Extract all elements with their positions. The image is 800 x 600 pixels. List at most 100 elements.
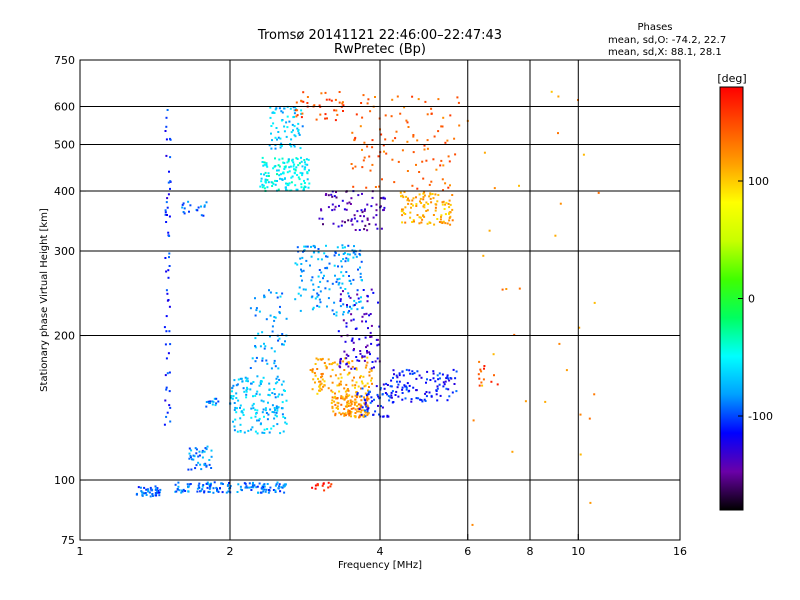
scatter-point [297, 292, 300, 295]
scatter-point [298, 286, 301, 289]
scatter-point [293, 163, 296, 166]
scatter-point [411, 373, 414, 375]
scatter-point [207, 490, 210, 493]
x-tick-label: 16 [673, 545, 687, 558]
scatter-point [410, 400, 413, 403]
scatter-point [198, 486, 201, 489]
scatter-point [284, 390, 286, 392]
scatter-point [252, 407, 255, 410]
scatter-point [448, 379, 451, 382]
scatter-point [350, 307, 353, 310]
scatter-point [308, 169, 310, 172]
scatter-point [263, 432, 266, 434]
scatter-point [371, 382, 373, 385]
scatter-point [430, 201, 433, 204]
scatter-point [168, 404, 171, 407]
scatter-point [316, 292, 319, 295]
scatter-point [339, 300, 342, 302]
scatter-point [187, 485, 190, 488]
scatter-point [165, 270, 168, 273]
scatter-point [228, 482, 230, 484]
scatter-point [301, 256, 304, 259]
scatter-point [382, 415, 385, 418]
scatter-point [174, 483, 177, 486]
scatter-point [165, 388, 168, 391]
scatter-point [354, 384, 357, 387]
scatter-point [212, 487, 215, 490]
scatter-point [338, 204, 340, 207]
scatter-point [274, 157, 276, 160]
scatter-point [363, 228, 366, 231]
scatter-point [231, 386, 234, 389]
scatter-point [455, 390, 458, 393]
scatter-point [304, 163, 307, 166]
scatter-point [310, 279, 313, 282]
scatter-point [263, 428, 266, 431]
scatter-point [169, 406, 172, 409]
scatter-point [357, 403, 360, 406]
scatter-point [457, 101, 460, 104]
scatter-point [356, 293, 359, 296]
scatter-point [361, 148, 363, 151]
scatter-point [232, 395, 235, 398]
scatter-point [442, 200, 445, 203]
scatter-point [263, 347, 266, 350]
scatter-point [285, 135, 288, 138]
scatter-point [293, 168, 295, 171]
scatter-point [368, 371, 371, 374]
scatter-point [343, 398, 346, 401]
legend-line-x: mean, sd,X: 88.1, 28.1 [608, 47, 722, 58]
scatter-point [368, 386, 370, 388]
scatter-point [300, 156, 302, 159]
scatter-point [189, 204, 192, 207]
scatter-point [397, 383, 400, 386]
scatter-point [203, 205, 206, 208]
scatter-point [304, 288, 307, 291]
scatter-point [321, 484, 324, 487]
scatter-point [407, 126, 410, 128]
scatter-point [295, 101, 298, 104]
scatter-point [255, 486, 258, 489]
scatter-point [364, 401, 367, 404]
scatter-point [454, 153, 457, 156]
scatter-point [200, 489, 203, 492]
scatter-point [319, 380, 322, 383]
scatter-point [376, 338, 379, 341]
scatter-point [452, 368, 455, 371]
scatter-point [206, 481, 209, 484]
scatter-point [360, 405, 363, 408]
scatter-point [412, 197, 415, 200]
scatter-point [331, 209, 334, 212]
scatter-point [407, 202, 410, 205]
scatter-point [444, 380, 447, 383]
scatter-point [339, 293, 342, 296]
scatter-point [370, 396, 373, 399]
scatter-point [334, 395, 337, 398]
scatter-point [203, 463, 206, 466]
scatter-point [368, 390, 371, 393]
scatter-point [258, 393, 261, 396]
scatter-point [227, 490, 230, 493]
scatter-point [299, 171, 302, 174]
scatter-point [300, 109, 303, 112]
scatter-point [280, 178, 283, 181]
scatter-point [379, 387, 382, 389]
scatter-point [425, 159, 428, 162]
scatter-point [349, 203, 352, 205]
scatter-point [281, 333, 284, 335]
scatter-point [251, 483, 254, 486]
scatter-point [330, 483, 333, 486]
scatter-point [183, 207, 186, 210]
scatter-point [290, 138, 293, 141]
scatter-point [326, 266, 328, 269]
scatter-point [243, 431, 246, 434]
scatter-point [407, 197, 409, 200]
scatter-point [287, 158, 290, 161]
scatter-point [411, 184, 414, 187]
scatter-point [272, 122, 275, 125]
scatter-point [347, 258, 350, 261]
scatter-point [416, 139, 419, 142]
scatter-point [347, 244, 350, 247]
scatter-point [248, 486, 251, 489]
scatter-point [201, 451, 204, 454]
